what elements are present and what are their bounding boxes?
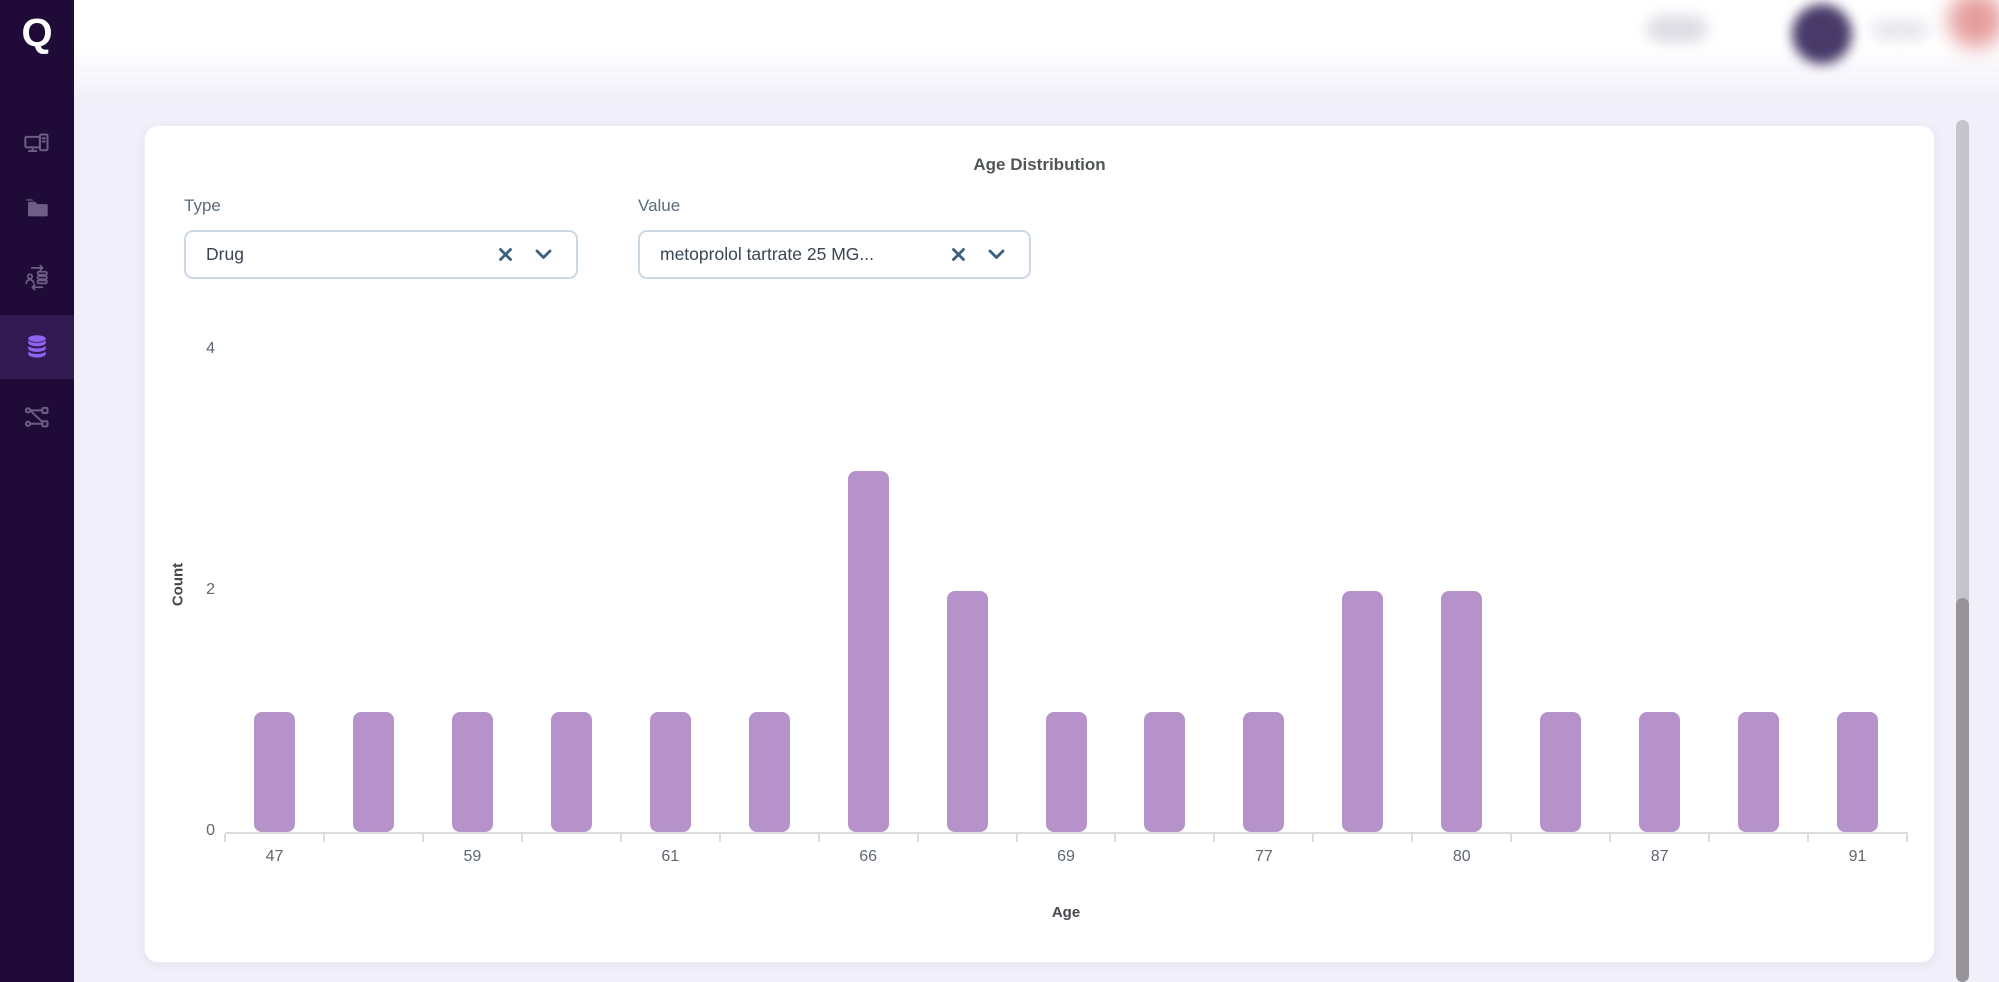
- scrollbar-thumb[interactable]: [1956, 598, 1969, 982]
- bar-age-idx13: [1540, 711, 1582, 832]
- x-axis-tick: [718, 834, 721, 842]
- x-tick-label: 80: [1452, 848, 1471, 865]
- bar-age-66: [847, 470, 889, 832]
- x-axis-line: [225, 832, 1908, 834]
- bar-chart: Count Age 47 59 61 66 69 77 80 87 91 0 2 4: [145, 126, 1936, 964]
- folder-icon: [23, 193, 51, 221]
- x-axis-tick: [916, 834, 919, 842]
- header-blurred-label: [1647, 16, 1707, 42]
- sidebar-item-database[interactable]: [0, 315, 74, 379]
- bar-age-idx9: [1144, 711, 1186, 832]
- y-tick-label: 4: [206, 340, 215, 357]
- x-axis-tick: [1411, 834, 1414, 842]
- x-tick-label: 87: [1650, 848, 1669, 865]
- x-axis-tick: [1609, 834, 1612, 842]
- user-avatar[interactable]: [1792, 4, 1852, 64]
- x-axis-tick: [224, 834, 226, 842]
- bar-age-87: [1639, 711, 1681, 832]
- chevron-down-icon[interactable]: [535, 249, 552, 260]
- x-axis-tick: [1510, 834, 1513, 842]
- value-filter-label: Value: [638, 196, 681, 215]
- type-filter-value: Drug: [206, 244, 244, 264]
- bar-age-idx5: [748, 711, 790, 832]
- type-filter-select[interactable]: Drug: [184, 230, 578, 279]
- value-filter-value: metoprolol tartrate 25 MG...: [660, 244, 874, 264]
- workstation-icon: [23, 131, 51, 159]
- x-axis-tick: [421, 834, 424, 842]
- bar-age-61: [649, 711, 691, 832]
- bar-age-69: [1045, 711, 1087, 832]
- x-tick-label: 69: [1057, 848, 1075, 865]
- header-fade: [74, 72, 1999, 98]
- sidebar-item-workflow[interactable]: [0, 385, 74, 449]
- sidebar-item-data-sync[interactable]: [0, 245, 74, 309]
- top-header: [74, 0, 1999, 72]
- age-distribution-card: Age Distribution Type Drug Value metopro…: [144, 125, 1935, 963]
- bar-age-idx11: [1342, 591, 1384, 832]
- y-tick-label: 0: [206, 822, 215, 839]
- x-axis-tick: [322, 834, 325, 842]
- x-axis-tick: [1708, 834, 1711, 842]
- chart-title: Age Distribution: [973, 155, 1106, 174]
- bar-age-idx3: [550, 711, 592, 832]
- bar-age-91: [1837, 711, 1879, 832]
- x-tick-label: 91: [1848, 848, 1867, 865]
- x-axis-tick: [520, 834, 523, 842]
- bar-age-idx7: [946, 591, 988, 832]
- x-axis-tick: [619, 834, 622, 842]
- value-filter-select[interactable]: metoprolol tartrate 25 MG...: [638, 230, 1031, 279]
- header-blurred-username: [1872, 20, 1928, 40]
- x-tick-label: 59: [463, 848, 482, 865]
- x-tick-label: 47: [265, 848, 284, 865]
- bar-age-77: [1243, 711, 1285, 832]
- chevron-down-icon[interactable]: [988, 249, 1005, 260]
- workflow-icon: [23, 403, 51, 431]
- x-axis-tick: [1312, 834, 1315, 842]
- clear-icon[interactable]: [951, 247, 966, 262]
- clear-icon[interactable]: [498, 247, 513, 262]
- x-tick-label: 61: [661, 848, 680, 865]
- x-tick-label: 66: [859, 848, 878, 865]
- bar-age-80: [1441, 591, 1483, 832]
- sidebar-item-workstation[interactable]: [0, 113, 74, 177]
- sidebar-item-folder[interactable]: [0, 175, 74, 239]
- bar-age-59: [451, 711, 493, 832]
- x-tick-label: 77: [1254, 848, 1273, 865]
- type-filter-label: Type: [184, 196, 221, 215]
- x-axis-tick: [1905, 834, 1908, 842]
- x-axis-tick: [1213, 834, 1216, 842]
- x-axis-tick: [1114, 834, 1117, 842]
- x-axis-tick: [1807, 834, 1810, 842]
- x-axis-title: Age: [1051, 904, 1081, 921]
- x-axis-tick: [1015, 834, 1018, 842]
- app-logo[interactable]: Q: [21, 11, 53, 55]
- sidebar: Q: [0, 0, 74, 982]
- database-icon: [23, 333, 51, 361]
- bar-age-47: [254, 711, 295, 832]
- data-sync-icon: [23, 263, 51, 291]
- bar-age-idx1: [352, 711, 394, 832]
- bar-age-idx15: [1738, 711, 1780, 832]
- y-tick-label: 2: [206, 581, 215, 598]
- header-blurred-badge: [1948, 0, 1999, 48]
- x-axis-tick: [817, 834, 820, 842]
